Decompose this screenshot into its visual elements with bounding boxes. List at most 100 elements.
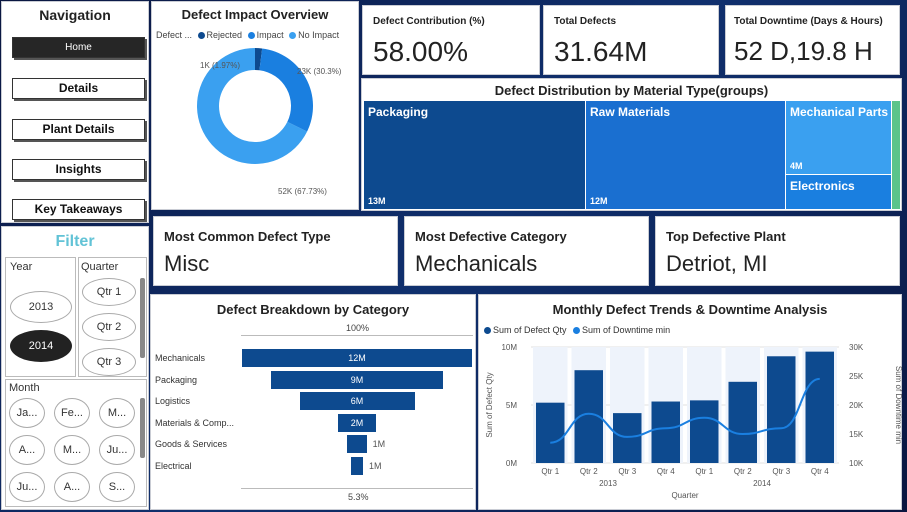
most-defective-category-card: Most Defective Category Mechanicals bbox=[404, 216, 649, 286]
x-tick-label: Qtr 1 bbox=[541, 467, 559, 476]
defect-qty-bar[interactable] bbox=[805, 351, 835, 463]
month-label: Month bbox=[9, 382, 40, 394]
y-tick-label: 0M bbox=[506, 459, 517, 468]
defect-impact-panel: Defect Impact Overview Defect ... Reject… bbox=[151, 1, 359, 210]
funnel-category-label: Goods & Services bbox=[155, 439, 228, 449]
month-option[interactable]: M... bbox=[99, 398, 135, 428]
funnel-top-rule bbox=[241, 335, 473, 336]
year-2013-option[interactable]: 2013 bbox=[10, 291, 72, 323]
legend-dot bbox=[484, 327, 491, 335]
plant-details-button[interactable]: Plant Details bbox=[12, 119, 145, 140]
defect-qty-bar[interactable] bbox=[767, 356, 796, 463]
treemap-cell-electronics[interactable]: Electronics bbox=[786, 175, 891, 209]
defect-breakdown-panel: Defect Breakdown by Category 100% 5.3% M… bbox=[150, 294, 476, 510]
year-group-label: 2013 bbox=[599, 479, 617, 488]
defect-contribution-card: Defect Contribution (%) 58.00% bbox=[362, 5, 540, 75]
y2-tick-label: 25K bbox=[849, 372, 864, 381]
funnel-bar[interactable]: 1M bbox=[351, 456, 382, 475]
quarter-1-option[interactable]: Qtr 1 bbox=[82, 278, 136, 306]
month-option[interactable]: Ju... bbox=[9, 472, 45, 502]
combo-legend: Sum of Defect Qty Sum of Downtime min bbox=[484, 325, 670, 335]
funnel-bar[interactable]: 12M bbox=[242, 349, 472, 367]
y-tick-label: 5M bbox=[506, 401, 517, 410]
x-tick-label: Qtr 2 bbox=[734, 467, 752, 476]
treemap-cell-value: 12M bbox=[590, 196, 608, 206]
year-2014-option[interactable]: 2014 bbox=[10, 330, 72, 362]
funnel-bar[interactable]: 6M bbox=[299, 392, 415, 410]
navigation-panel: Navigation Home Details Plant Details In… bbox=[1, 1, 149, 223]
defect-qty-bar[interactable] bbox=[651, 401, 681, 463]
year-group-label: 2014 bbox=[753, 479, 771, 488]
details-button[interactable]: Details bbox=[12, 78, 145, 99]
monthly-trends-panel: Monthly Defect Trends & Downtime Analysi… bbox=[478, 294, 903, 510]
legend-defect-qty: Sum of Defect Qty bbox=[493, 325, 567, 335]
info-value: Mechanicals bbox=[415, 251, 538, 276]
legend-dot bbox=[573, 327, 581, 335]
filter-title: Filter bbox=[55, 233, 95, 250]
treemap-cell-packaging[interactable]: Packaging 13M bbox=[364, 101, 585, 209]
defect-qty-bar[interactable] bbox=[690, 400, 719, 463]
info-label: Most Defective Category bbox=[415, 229, 567, 244]
funnel-bar[interactable]: 9M bbox=[270, 370, 444, 389]
funnel-bar[interactable]: 1M bbox=[347, 435, 385, 453]
year-slicer: Year 2013 2014 bbox=[5, 257, 76, 377]
legend-dot bbox=[289, 32, 297, 40]
key-takeaways-button[interactable]: Key Takeaways bbox=[12, 199, 145, 220]
y-tick-label: 10M bbox=[501, 343, 517, 352]
funnel-category-label: Materials & Comp... bbox=[155, 417, 235, 428]
donut-slice-rejected[interactable] bbox=[255, 48, 263, 71]
month-option[interactable]: Ja... bbox=[9, 398, 45, 428]
treemap-title: Defect Distribution by Material Type(gro… bbox=[494, 83, 769, 98]
kpi-value: 52 D,19.8 H bbox=[734, 36, 873, 66]
month-option[interactable]: A... bbox=[9, 435, 45, 465]
x-tick-label: Qtr 3 bbox=[618, 467, 636, 476]
home-button[interactable]: Home bbox=[12, 37, 145, 58]
month-option[interactable]: S... bbox=[99, 472, 135, 502]
quarter-scrollbar[interactable] bbox=[140, 278, 145, 358]
month-slicer: Month Ja... Fe... M... A... M... Ju... J… bbox=[5, 379, 147, 507]
donut-slice-no-impact[interactable] bbox=[197, 47, 308, 164]
legend-no-impact: No Impact bbox=[298, 30, 340, 40]
month-option[interactable]: M... bbox=[54, 435, 90, 465]
donut-legend: Defect ... Rejected Impact No Impact bbox=[156, 30, 339, 40]
info-value: Misc bbox=[164, 251, 210, 276]
defect-qty-bar[interactable] bbox=[728, 381, 758, 463]
month-option[interactable]: Fe... bbox=[54, 398, 90, 428]
treemap-cell-mechanical-parts[interactable]: Mechanical Parts 4M bbox=[786, 101, 891, 174]
funnel-value-label: 12M bbox=[348, 353, 366, 363]
top-defective-plant-card: Top Defective Plant Detriot, MI bbox=[655, 216, 900, 286]
defect-qty-bar[interactable] bbox=[613, 413, 642, 463]
quarter-3-option[interactable]: Qtr 3 bbox=[82, 348, 136, 376]
funnel-value-label: 9M bbox=[350, 374, 364, 385]
treemap-cell-raw-materials[interactable]: Raw Materials 12M bbox=[586, 101, 785, 209]
legend-impact: Impact bbox=[256, 30, 284, 40]
quarter-label: Quarter bbox=[81, 261, 119, 273]
month-option[interactable]: Ju... bbox=[99, 435, 135, 465]
funnel-category-label: Packaging bbox=[155, 374, 198, 385]
x-tick-label: Qtr 3 bbox=[772, 467, 790, 476]
month-option[interactable]: A... bbox=[54, 472, 90, 502]
quarter-slicer: Quarter Qtr 1 Qtr 2 Qtr 3 bbox=[78, 257, 147, 377]
x-tick-label: Qtr 4 bbox=[811, 467, 829, 476]
month-scrollbar[interactable] bbox=[140, 398, 145, 458]
defect-qty-bar[interactable] bbox=[536, 402, 565, 463]
downtime-line[interactable] bbox=[550, 377, 820, 444]
info-label: Top Defective Plant bbox=[666, 229, 786, 244]
y-axis-title: Sum of Defect Qty bbox=[485, 372, 494, 437]
funnel-value-label: 2M bbox=[350, 417, 364, 428]
legend-dot bbox=[197, 32, 205, 40]
funnel-category-label: Logistics bbox=[155, 396, 191, 406]
quarter-2-option[interactable]: Qtr 2 bbox=[82, 313, 136, 341]
insights-button[interactable]: Insights bbox=[12, 159, 145, 180]
y2-axis-title: Sum of Downtime min bbox=[894, 366, 903, 444]
kpi-label: Defect Contribution (%) bbox=[373, 16, 485, 27]
treemap-cell-value: 13M bbox=[368, 196, 386, 206]
treemap-cell-other[interactable] bbox=[892, 101, 900, 209]
funnel-category-label: Electrical bbox=[155, 460, 192, 471]
legend-rejected: Rejected bbox=[206, 30, 243, 40]
funnel-bar[interactable]: 2M bbox=[337, 413, 377, 432]
donut-slice-impact[interactable] bbox=[259, 48, 313, 132]
funnel-value-label: 1M bbox=[369, 460, 382, 471]
y2-tick-label: 10K bbox=[849, 459, 864, 468]
kpi-value: 58.00% bbox=[373, 36, 468, 67]
